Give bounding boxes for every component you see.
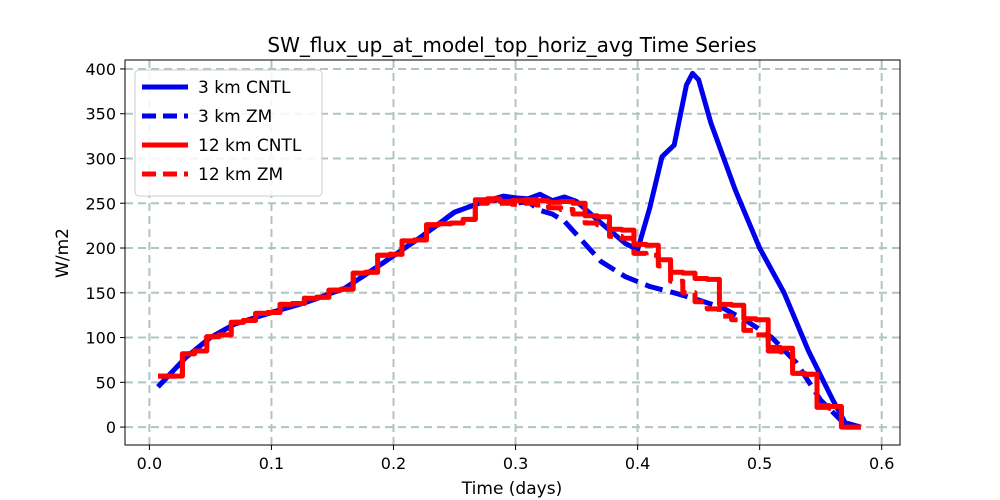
legend: 3 km CNTL 3 km ZM 12 km CNTL 12 km ZM <box>134 69 323 197</box>
y-tick-label: 200 <box>85 239 116 258</box>
series-line-12-km-zm <box>158 198 861 430</box>
x-tick-label: 0.2 <box>381 454 406 473</box>
x-tick-label: 0.6 <box>869 454 894 473</box>
chart-title: SW_flux_up_at_model_top_horiz_avg Time S… <box>267 33 756 57</box>
plot-area-frame <box>124 59 901 446</box>
y-tick-label: 100 <box>85 329 116 348</box>
y-tick-label: 300 <box>85 149 116 168</box>
legend-label: 3 km CNTL <box>198 78 291 98</box>
x-tick-label: 0.0 <box>137 454 162 473</box>
y-tick-label: 250 <box>85 194 116 213</box>
axis-ticks: 0.0 0.1 0.2 0.3 0.4 0.5 0.6 0 50 100 150 200 250 300 3… <box>85 60 894 473</box>
legend-label: 12 km ZM <box>198 165 283 185</box>
y-tick-label: 50 <box>96 373 116 392</box>
legend-label: 12 km CNTL <box>198 136 302 156</box>
x-tick-label: 0.5 <box>747 454 772 473</box>
x-tick-label: 0.4 <box>625 454 650 473</box>
series-lines <box>156 70 862 430</box>
x-tick-label: 0.1 <box>259 454 284 473</box>
legend-box <box>134 69 323 197</box>
y-tick-label: 0 <box>106 418 116 437</box>
x-axis-title: Time (days) <box>461 479 562 499</box>
x-tick-label: 0.3 <box>503 454 528 473</box>
y-tick-label: 150 <box>85 284 116 303</box>
legend-label: 3 km ZM <box>198 107 272 127</box>
y-axis-title: W/m2 <box>53 228 73 278</box>
y-tick-label: 400 <box>85 60 116 79</box>
y-tick-label: 350 <box>85 105 116 124</box>
